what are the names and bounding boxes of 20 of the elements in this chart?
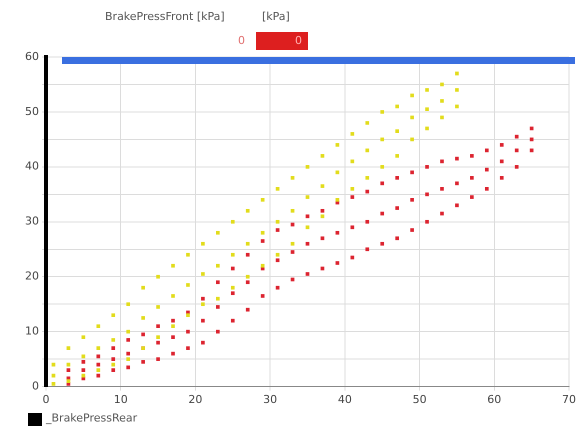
text: [kPa] (262, 10, 290, 23)
x-tick-label: 70 (562, 393, 576, 406)
y-tick-label: 30 (24, 214, 39, 228)
x-tick-label: 20 (188, 393, 202, 406)
value-field: 0 (256, 32, 308, 50)
text: 0 (238, 34, 245, 47)
x-tick-label: 50 (412, 393, 427, 406)
text: BrakePressFront [kPa] (105, 10, 225, 23)
x-tick-label: 10 (114, 393, 128, 406)
y-tick-label: 40 (24, 160, 39, 173)
x-tick-label: 60 (487, 393, 502, 406)
y-tick-label: 60 (24, 50, 39, 63)
x-tick-label: 40 (338, 393, 352, 406)
y-tick-label: 10 (24, 324, 39, 338)
y-tick-label: 50 (24, 104, 39, 118)
x-tick-label: 30 (263, 393, 278, 406)
x-tick-label: 0 (42, 393, 50, 406)
x-axis-title: _BrakePressRear (44, 411, 138, 424)
y-tick-label: 0 (32, 379, 39, 392)
y-tick-label: 20 (24, 270, 39, 283)
